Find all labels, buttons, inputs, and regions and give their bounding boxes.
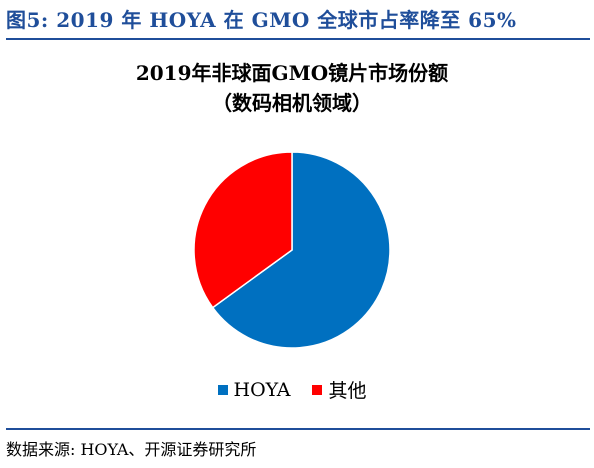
chart-title-line1: 2019年非球面GMO镜片市场份额 [135, 61, 449, 85]
legend-item-hoya: HOYA [217, 378, 291, 401]
pie-slice-hoya [211, 151, 391, 349]
caption-divider [6, 38, 590, 40]
legend-label-other: 其他 [328, 380, 367, 402]
legend-swatch-hoya [217, 384, 228, 395]
legend-label-hoya: HOYA [233, 378, 291, 401]
figure-caption: 图5: 2019 年 HOYA 在 GMO 全球市占率降至 65% [6, 8, 517, 32]
source-divider [6, 428, 590, 430]
chart-title: 2019年非球面GMO镜片市场份额 （数码相机领域） [0, 58, 584, 118]
legend-swatch-other [312, 384, 323, 395]
legend-item-other: 其他 [312, 376, 367, 403]
chart-title-line2: （数码相机领域） [212, 91, 372, 115]
source-note: 数据来源: HOYA、开源证券研究所 [6, 440, 257, 459]
pie-slice-other [193, 151, 293, 309]
chart-legend: HOYA 其他 [0, 376, 584, 403]
